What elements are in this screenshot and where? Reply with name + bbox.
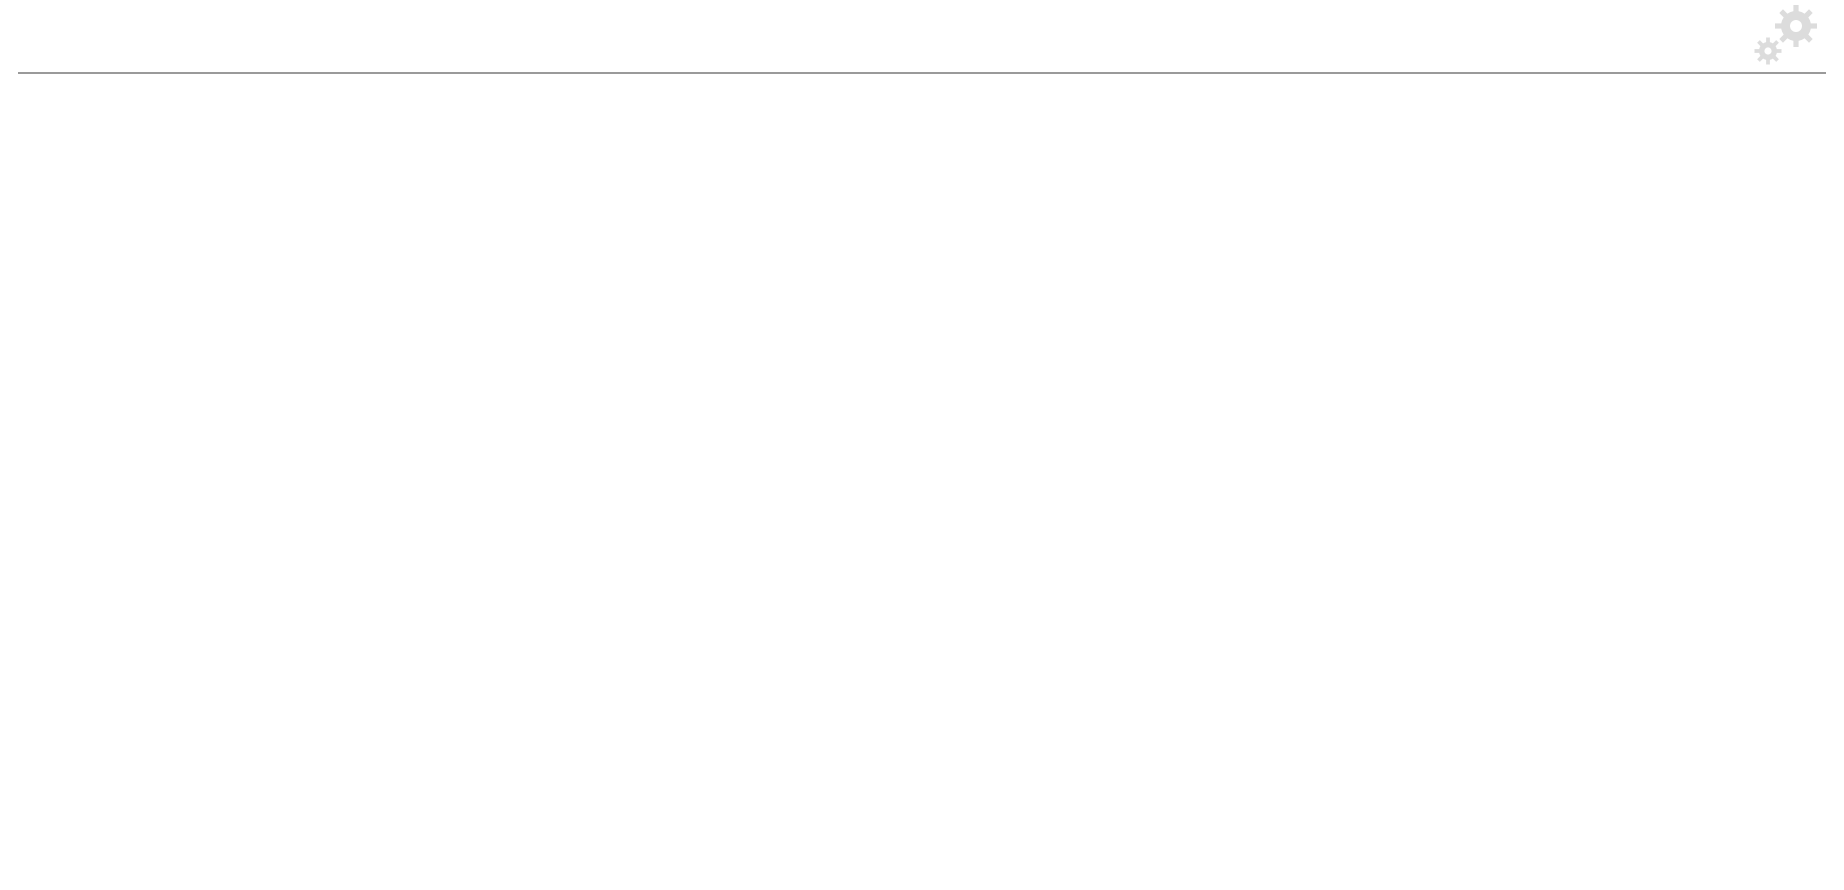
header-divider [18, 72, 1826, 74]
gears-icon[interactable] [1710, 4, 1830, 68]
